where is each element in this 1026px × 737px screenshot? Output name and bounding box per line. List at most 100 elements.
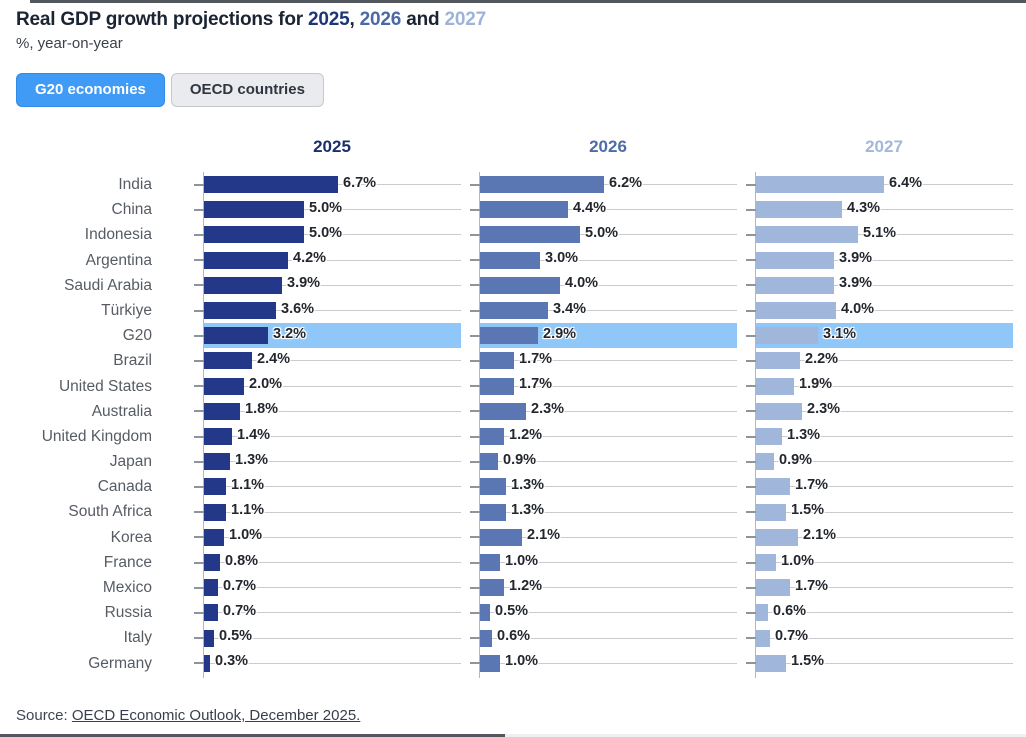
bar-2025-Korea — [204, 528, 224, 546]
axis-tick — [470, 460, 480, 463]
gridline — [756, 511, 1013, 513]
gridline — [480, 587, 737, 589]
bar-2026-South Africa — [480, 503, 506, 521]
chart-row: 1.3% — [470, 474, 737, 499]
value-label: 4.0% — [565, 275, 599, 292]
bar-2025-Australia — [204, 402, 240, 420]
gridline — [204, 562, 461, 563]
source-prefix: Source: — [16, 707, 72, 724]
value-label: 1.5% — [791, 653, 825, 670]
axis-tick — [194, 233, 204, 236]
chart-row: 1.7% — [746, 575, 1013, 600]
chart-row: 0.5% — [470, 600, 737, 625]
value-label: 3.9% — [287, 275, 321, 292]
country-label: Italy — [123, 629, 152, 647]
chart-row: 1.7% — [470, 374, 737, 399]
gridline — [480, 536, 737, 538]
gridline — [204, 410, 461, 412]
axis-tick — [194, 435, 204, 438]
chart-row: 1.5% — [746, 500, 1013, 525]
axis-tick — [470, 410, 480, 413]
bar-2025-Argentina — [204, 251, 288, 269]
gridline — [480, 184, 737, 185]
chart-row: 5.0% — [194, 222, 461, 247]
value-label: 0.5% — [495, 602, 529, 619]
axis-tick — [470, 183, 480, 186]
gridline — [756, 410, 1013, 412]
value-label: 3.1% — [823, 325, 857, 342]
value-label: 1.5% — [791, 502, 825, 519]
g20-economies-button[interactable]: G20 economies — [16, 73, 165, 107]
gridline — [204, 310, 461, 311]
axis-tick — [746, 637, 756, 640]
axis-tick — [470, 334, 480, 337]
bar-2025-Japan — [204, 453, 230, 471]
axis-tick — [470, 637, 480, 640]
axis-tick — [194, 284, 204, 287]
chart-row: 5.0% — [470, 222, 737, 247]
country-label: G20 — [122, 327, 152, 345]
axis-tick — [746, 611, 756, 614]
chart-row: 0.6% — [470, 626, 737, 651]
gridline — [480, 360, 737, 362]
bar-2026-United Kingdom — [480, 428, 504, 446]
chart-row: 2.4% — [194, 348, 461, 373]
bar-2027-Saudi Arabia — [756, 276, 834, 294]
bar-2027-Indonesia — [756, 226, 858, 244]
chart-row: 1.3% — [746, 424, 1013, 449]
gridline — [204, 662, 461, 664]
axis-tick — [194, 611, 204, 614]
value-label: 1.1% — [231, 476, 265, 493]
axis-tick — [194, 561, 204, 564]
bar-2025-Indonesia — [204, 226, 304, 244]
axis-tick — [470, 536, 480, 539]
bar-2025-Russia — [204, 604, 218, 622]
value-label: 1.3% — [235, 451, 269, 468]
axis-tick — [746, 208, 756, 211]
chart-column-2025: 6.7% 5.0% 5.0% 4.2% 3.9% 3.6% 3.2% 2.4% 2.0% 1.8%… — [194, 172, 461, 678]
value-label: 5.0% — [309, 199, 343, 216]
chart-row: 1.3% — [194, 449, 461, 474]
gridline — [756, 385, 1013, 387]
source-link[interactable]: OECD Economic Outlook, December 2025. — [71, 707, 361, 724]
axis-tick — [470, 561, 480, 564]
gridline — [756, 310, 1013, 311]
chart-row: 1.7% — [746, 474, 1013, 499]
value-label: 1.9% — [799, 376, 833, 393]
axis-tick — [194, 485, 204, 488]
bar-2025-Saudi Arabia — [204, 276, 282, 294]
oecd-countries-button[interactable]: OECD countries — [170, 73, 324, 107]
gridline — [756, 612, 1013, 614]
gridline — [756, 184, 1013, 185]
gridline — [756, 587, 1013, 589]
value-label: 5.0% — [309, 224, 343, 241]
axis-tick — [470, 309, 480, 312]
gridline — [480, 209, 737, 211]
gridline — [756, 562, 1013, 563]
axis-tick — [746, 334, 756, 337]
bar-2026-Australia — [480, 402, 526, 420]
axis-tick — [746, 233, 756, 236]
bar-2026-Mexico — [480, 579, 504, 597]
title-sep1: , — [349, 9, 360, 30]
gridline — [756, 461, 1013, 463]
bar-2027-France — [756, 554, 776, 572]
gridline — [756, 209, 1013, 211]
chart-row-highlight: 3.1% — [746, 323, 1013, 349]
chart-row: 0.6% — [746, 600, 1013, 625]
country-label: Germany — [88, 654, 152, 672]
axis-tick — [746, 183, 756, 186]
bar-2026-United States — [480, 377, 514, 395]
value-label: 3.9% — [839, 275, 873, 292]
gridline — [204, 511, 461, 513]
column-header-2026: 2026 — [589, 137, 627, 156]
axis-tick — [194, 460, 204, 463]
bar-2026-Saudi Arabia — [480, 276, 560, 294]
value-label: 1.2% — [509, 577, 543, 594]
axis-tick — [470, 435, 480, 438]
chart-row: 1.9% — [746, 374, 1013, 399]
country-label: Russia — [104, 604, 152, 622]
gridline — [204, 284, 461, 286]
axis-tick — [470, 586, 480, 589]
